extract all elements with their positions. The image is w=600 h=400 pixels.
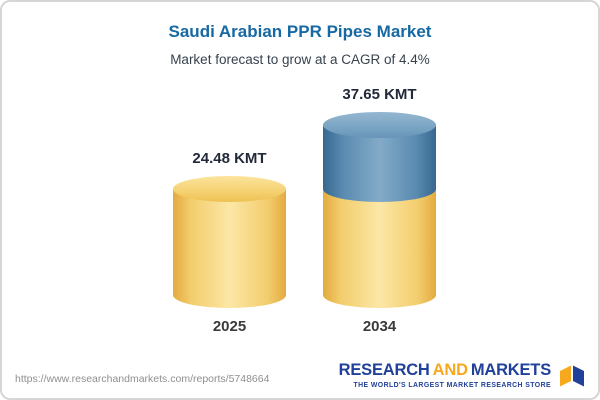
chart-title: Saudi Arabian PPR Pipes Market bbox=[168, 22, 432, 41]
chart-subtitle: Market forecast to grow at a CAGR of 4.4… bbox=[170, 52, 430, 67]
bar-2034-growth-segment bbox=[323, 112, 436, 202]
bar-2034-base-segment bbox=[323, 189, 436, 308]
bar-2025-top-cap bbox=[173, 176, 286, 202]
bar-2034-top-cap bbox=[323, 112, 436, 138]
logo-tagline: THE WORLD'S LARGEST MARKET RESEARCH STOR… bbox=[353, 382, 551, 389]
value-label-2034: 37.65 KMT bbox=[342, 86, 417, 103]
category-label-2034: 2034 bbox=[362, 318, 397, 335]
logo-word-and: AND bbox=[432, 361, 468, 379]
bar-2034: 37.65 KMT 2034 bbox=[323, 86, 436, 335]
logo-book-icon bbox=[560, 365, 584, 386]
value-label-2025: 24.48 KMT bbox=[192, 150, 267, 167]
logo-text: RESEARCH AND MARKETS THE WORLD'S LARGEST M… bbox=[338, 361, 552, 389]
logo-wordmark: RESEARCH AND MARKETS bbox=[338, 361, 552, 380]
report-url[interactable]: https://www.researchandmarkets.com/repor… bbox=[15, 373, 270, 385]
bar-2025: 24.48 KMT 2025 bbox=[173, 150, 286, 335]
research-and-markets-logo: RESEARCH AND MARKETS THE WORLD'S LARGEST M… bbox=[339, 361, 586, 389]
category-label-2025: 2025 bbox=[212, 318, 247, 335]
logo-word-markets: MARKETS bbox=[470, 361, 551, 379]
logo-word-research: RESEARCH bbox=[338, 361, 430, 379]
